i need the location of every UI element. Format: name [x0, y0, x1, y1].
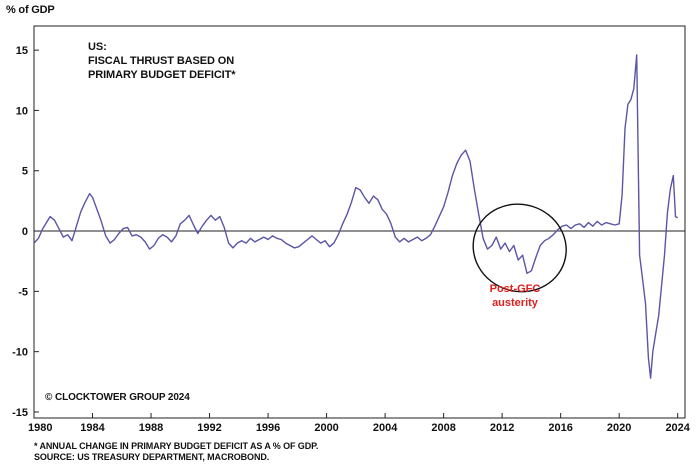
y-tick-label--5: -5 — [18, 286, 28, 298]
x-tick-label-2024: 2024 — [665, 422, 690, 434]
x-tick-label-2016: 2016 — [548, 422, 572, 434]
x-tick-label-2012: 2012 — [490, 422, 514, 434]
x-tick-label-2004: 2004 — [373, 422, 398, 434]
post-gfc-annotation: Post-GFC austerity — [474, 282, 556, 310]
x-tick-label-1980: 1980 — [28, 422, 52, 434]
x-tick-label-1984: 1984 — [80, 422, 105, 434]
austerity-highlight-ellipse — [472, 203, 567, 293]
footnote-source: SOURCE: US TREASURY DEPARTMENT, MACROBON… — [34, 452, 270, 462]
y-tick-label--10: -10 — [12, 347, 28, 359]
plot-frame — [33, 25, 686, 419]
footnote-block: * ANNUAL CHANGE IN PRIMARY BUDGET DEFICI… — [34, 441, 318, 463]
x-tick-label-2020: 2020 — [607, 422, 631, 434]
x-tick-label-1996: 1996 — [256, 422, 280, 434]
y-tick-label-5: 5 — [22, 166, 28, 178]
y-tick-label-0: 0 — [22, 226, 28, 238]
annotation-line-2: austerity — [492, 297, 538, 309]
chart-title: US: FISCAL THRUST BASED ON PRIMARY BUDGE… — [88, 40, 236, 82]
title-line-2: FISCAL THRUST BASED ON — [88, 55, 235, 67]
annotation-line-1: Post-GFC — [489, 283, 541, 295]
x-tick-label-1992: 1992 — [197, 422, 221, 434]
x-tick-label-2008: 2008 — [431, 422, 455, 434]
fiscal-thrust-line — [33, 54, 679, 379]
y-tick-label--15: -15 — [12, 407, 28, 419]
x-tick-label-2000: 2000 — [314, 422, 338, 434]
axis-tick-labels: 1980 1984 1988 1992 1996 2000 2004 2008 2012 2016… — [12, 45, 691, 434]
footnote-definition: * ANNUAL CHANGE IN PRIMARY BUDGET DEFICI… — [34, 441, 319, 451]
copyright-label: © CLOCKTOWER GROUP 2024 — [45, 392, 190, 403]
y-axis-unit-label: % of GDP — [6, 4, 55, 16]
y-tick-label-15: 15 — [16, 45, 28, 57]
x-tick-label-1988: 1988 — [139, 422, 163, 434]
y-tick-label-10: 10 — [16, 105, 28, 117]
title-line-1: US: — [88, 41, 107, 53]
title-line-3: PRIMARY BUDGET DEFICIT* — [88, 69, 236, 81]
